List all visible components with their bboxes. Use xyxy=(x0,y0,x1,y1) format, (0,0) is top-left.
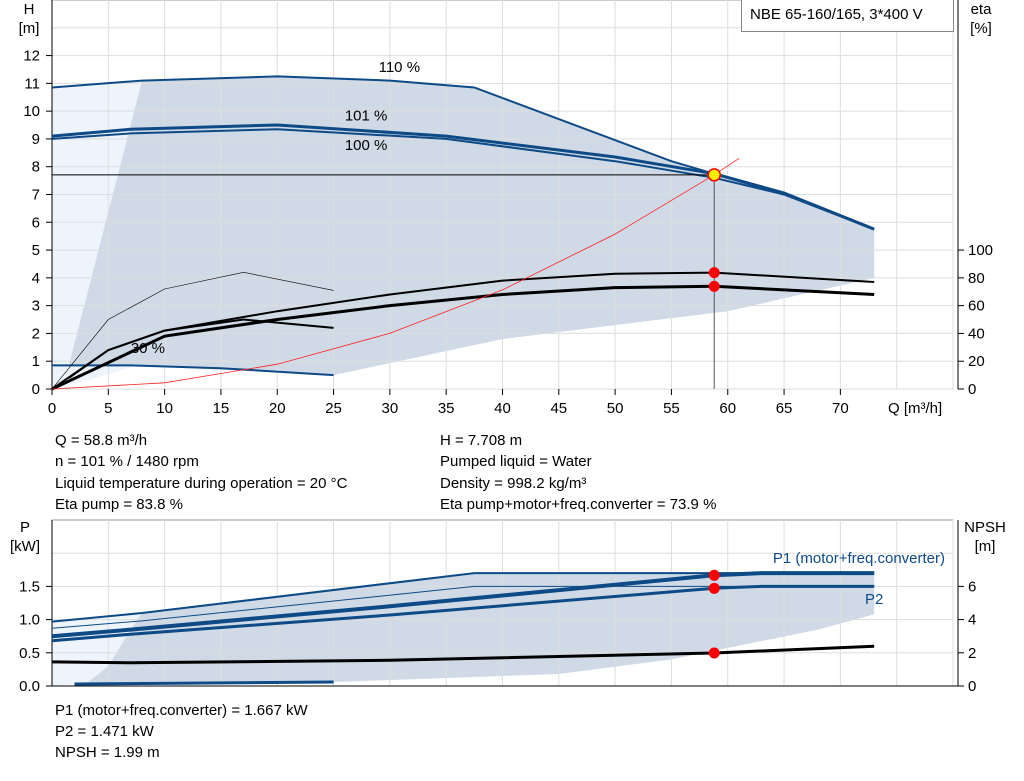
npsh-tick-label: 0 xyxy=(968,678,976,695)
readout-head: H = 7.708 m xyxy=(440,432,523,449)
x-tick-label: 35 xyxy=(438,400,455,417)
readout-temperature: Liquid temperature during operation = 20… xyxy=(55,475,348,492)
x-tick-label: 0 xyxy=(48,400,56,417)
curve-label: 100 % xyxy=(345,137,388,154)
duty-point xyxy=(708,280,720,292)
x-tick-label: 45 xyxy=(550,400,567,417)
y-tick-label: 8 xyxy=(32,159,40,176)
p-tick-label: 0.0 xyxy=(19,678,40,695)
eta-tick-label: 60 xyxy=(968,298,985,315)
readout-p2: P2 = 1.471 kW xyxy=(55,723,154,740)
eta-curve xyxy=(51,271,334,390)
npsh-tick-label: 2 xyxy=(968,645,976,662)
curve-label: 110 % xyxy=(379,59,420,76)
x-tick-label: 30 xyxy=(382,400,399,417)
x-tick-label: 10 xyxy=(156,400,173,417)
y-tick-label: 7 xyxy=(32,187,40,204)
power-curve xyxy=(74,680,334,686)
y-tick-label: 0 xyxy=(32,381,40,398)
p-tick-label: 1.0 xyxy=(19,612,40,629)
x-tick-label: 55 xyxy=(663,400,680,417)
readout-eta-pump: Eta pump = 83.8 % xyxy=(55,496,183,513)
eta-tick-label: 40 xyxy=(968,325,985,342)
npsh-tick-label: 6 xyxy=(968,578,976,595)
system-curve xyxy=(51,158,740,390)
x-tick-label: 60 xyxy=(719,400,736,417)
curve-label: 101 % xyxy=(345,107,388,124)
eta-tick-label: 100 xyxy=(968,242,993,259)
readout-speed: n = 101 % / 1480 rpm xyxy=(55,453,199,470)
x-tick-label: 70 xyxy=(832,400,849,417)
y-tick-label: 11 xyxy=(24,75,40,92)
y-tick-label: 3 xyxy=(32,298,40,315)
readout-p1: P1 (motor+freq.converter) = 1.667 kW xyxy=(55,702,308,719)
head-curve xyxy=(51,123,875,231)
eta-tick-label: 80 xyxy=(968,270,985,287)
duty-point xyxy=(707,168,721,182)
curve-label: 30 % xyxy=(131,340,165,357)
y-axis-label: [m] xyxy=(19,20,40,37)
y-tick-label: 10 xyxy=(23,103,40,120)
x-tick-label: 15 xyxy=(213,400,230,417)
duty-point xyxy=(708,267,720,279)
eta-tick-label: 20 xyxy=(968,353,985,370)
eta-curve xyxy=(68,318,334,379)
power-area xyxy=(85,573,875,684)
y-tick-label: 5 xyxy=(32,242,40,259)
p-axis-label: [kW] xyxy=(10,538,40,555)
p1-series-label: P1 (motor+freq.converter) xyxy=(773,550,945,567)
eta-axis-label: eta xyxy=(971,1,993,18)
npsh-tick-label: 4 xyxy=(968,612,976,629)
eta-curve xyxy=(51,284,875,391)
y-axis-label: H xyxy=(24,1,35,18)
power-curve xyxy=(51,572,875,623)
head-curve xyxy=(52,364,334,377)
x-tick-label: 5 xyxy=(104,400,112,417)
p2-series-label: P2 xyxy=(865,591,883,608)
p-axis-label: P xyxy=(20,519,30,536)
p-tick-label: 1.5 xyxy=(19,578,40,595)
operating-area xyxy=(68,76,875,376)
head-curve xyxy=(51,128,875,231)
x-tick-label: 25 xyxy=(325,400,342,417)
x-tick-label: 50 xyxy=(607,400,624,417)
x-tick-label: 20 xyxy=(269,400,286,417)
duty-point xyxy=(708,569,720,581)
npsh-axis-label: NPSH xyxy=(964,519,1006,536)
eta-tick-label: 0 xyxy=(968,381,976,398)
x-axis-label: Q [m³/h] xyxy=(888,400,942,417)
eta-axis-label: [%] xyxy=(970,20,992,37)
pump-label: NBE 65-160/165, 3*400 V xyxy=(741,0,954,32)
y-tick-label: 1 xyxy=(32,353,40,370)
readout-q: Q = 58.8 m³/h xyxy=(55,432,148,449)
y-tick-label: 9 xyxy=(32,131,40,148)
y-tick-label: 2 xyxy=(32,325,40,342)
p-tick-label: 0.5 xyxy=(19,645,40,662)
power-curve xyxy=(51,585,875,629)
readout-eta-total: Eta pump+motor+freq.converter = 73.9 % xyxy=(440,496,717,513)
readout-liquid: Pumped liquid = Water xyxy=(440,453,592,470)
y-tick-label: 12 xyxy=(23,48,40,65)
npsh-curve xyxy=(51,644,875,665)
x-tick-label: 40 xyxy=(494,400,511,417)
x-tick-label: 65 xyxy=(776,400,793,417)
y-tick-label: 4 xyxy=(32,270,40,287)
y-tick-label: 6 xyxy=(32,214,40,231)
npsh-axis-label: [m] xyxy=(975,538,996,555)
duty-point xyxy=(708,582,720,594)
readout-density: Density = 998.2 kg/m³ xyxy=(440,475,587,492)
duty-point xyxy=(708,647,720,659)
readout-npsh: NPSH = 1.99 m xyxy=(55,744,160,761)
